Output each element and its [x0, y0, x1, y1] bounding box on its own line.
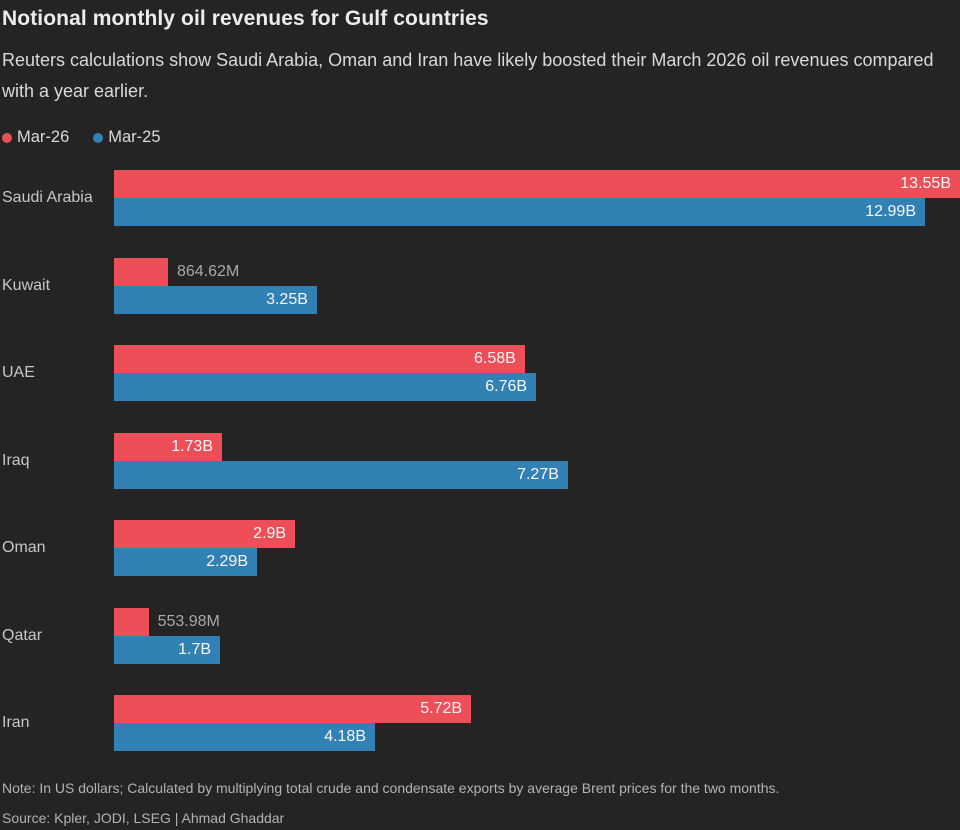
bar-row-mar-25-iraq: 7.27B: [114, 460, 960, 489]
bar-row-mar-25-oman: 2.29B: [114, 548, 960, 576]
value-label-mar-26-iraq: 1.73B: [171, 437, 213, 455]
bar-mar-26-iran: 5.72B: [114, 695, 472, 723]
bar-mar-26-iraq: 1.73B: [114, 432, 222, 461]
value-label-mar-26-iran: 5.72B: [420, 700, 463, 717]
value-label-mar-26-kuwait: 864.62M: [177, 262, 240, 280]
bar-group-qatar: Qatar 553.98M 1.7B: [0, 607, 960, 664]
value-label-mar-26-qatar: 553.98M: [157, 612, 220, 630]
category-label-qatar: Qatar: [2, 626, 43, 644]
chart-source: Source: Kpler, JODI, LSEG | Ahmad Ghadda…: [2, 810, 285, 826]
legend-dot-mar-25: [93, 132, 104, 143]
bar-mar-25-uae: 6.76B: [114, 373, 537, 401]
bar-row-mar-26-oman: 2.9B: [114, 520, 960, 548]
bar-mar-26-oman: 2.9B: [114, 520, 296, 548]
value-label-mar-25-oman: 2.29B: [206, 553, 248, 570]
bar-mar-26-qatar: [114, 607, 149, 636]
bar-group-saudi-arabia: Saudi Arabia 13.55B 12.99B: [0, 170, 960, 226]
chart-note: Note: In US dollars; Calculated by multi…: [2, 780, 780, 796]
legend-label-mar-26: Mar-26: [17, 128, 70, 146]
bar-row-mar-26-kuwait: 864.62M: [114, 257, 960, 286]
bar-group-iran: Iran 5.72B 4.18B: [0, 695, 960, 751]
category-label-iran: Iran: [2, 714, 30, 731]
bar-row-mar-25-uae: 6.76B: [114, 373, 960, 401]
bar-mar-25-iraq: 7.27B: [114, 460, 568, 489]
bar-mar-25-qatar: 1.7B: [114, 635, 221, 664]
value-label-mar-26-uae: 6.58B: [473, 350, 516, 367]
bar-mar-25-iran: 4.18B: [114, 723, 375, 751]
bar-mar-25-kuwait: 3.25B: [114, 285, 317, 314]
legend-dot-mar-26: [2, 132, 12, 143]
legend-item-mar-26: Mar-26: [2, 128, 69, 147]
value-label-mar-25-uae: 6.76B: [485, 378, 528, 395]
bar-mar-26-kuwait: [114, 257, 168, 286]
bar-chart: Saudi Arabia 13.55B 12.99B Kuwait 864.62M 3.2…: [0, 170, 960, 752]
value-label-mar-25-kuwait: 3.25B: [266, 290, 308, 308]
category-label-uae: UAE: [2, 364, 35, 381]
bar-mar-26-uae: 6.58B: [114, 345, 525, 373]
chart-legend: Mar-26 Mar-25: [2, 128, 161, 147]
page-title: Notional monthly oil revenues for Gulf c…: [2, 7, 489, 30]
bar-row-mar-25-saudi-arabia: 12.99B: [114, 198, 960, 226]
bar-row-mar-26-iran: 5.72B: [114, 695, 960, 723]
category-label-kuwait: Kuwait: [2, 276, 51, 294]
value-label-mar-25-iraq: 7.27B: [517, 465, 559, 483]
bar-mar-25-oman: 2.29B: [114, 548, 257, 576]
bar-mar-25-saudi-arabia: 12.99B: [114, 198, 925, 226]
bar-row-mar-25-qatar: 1.7B: [114, 635, 960, 664]
bar-group-kuwait: Kuwait 864.62M 3.25B: [0, 257, 960, 314]
category-label-saudi-arabia: Saudi Arabia: [2, 189, 93, 206]
bar-row-mar-26-uae: 6.58B: [114, 345, 960, 373]
category-label-iraq: Iraq: [2, 451, 30, 469]
bar-row-mar-26-iraq: 1.73B: [114, 432, 960, 461]
legend-label-mar-25: Mar-25: [108, 128, 161, 146]
chart-subtitle: Reuters calculations show Saudi Arabia, …: [2, 50, 934, 101]
category-label-oman: Oman: [2, 539, 46, 556]
bar-row-mar-26-qatar: 553.98M: [114, 607, 960, 636]
bar-row-mar-25-iran: 4.18B: [114, 723, 960, 751]
value-label-mar-26-oman: 2.9B: [253, 525, 287, 542]
legend-item-mar-25: Mar-25: [93, 128, 161, 147]
bar-mar-26-saudi-arabia: 13.55B: [114, 170, 960, 198]
bar-group-uae: UAE 6.58B 6.76B: [0, 345, 960, 401]
value-label-mar-25-saudi-arabia: 12.99B: [865, 203, 916, 220]
bar-row-mar-26-saudi-arabia: 13.55B: [114, 170, 960, 198]
value-label-mar-26-saudi-arabia: 13.55B: [900, 175, 951, 192]
value-label-mar-25-iran: 4.18B: [324, 728, 366, 745]
bar-group-iraq: Iraq 1.73B 7.27B: [0, 432, 960, 489]
bar-group-oman: Oman 2.9B 2.29B: [0, 520, 960, 576]
value-label-mar-25-qatar: 1.7B: [178, 640, 212, 658]
bar-row-mar-25-kuwait: 3.25B: [114, 285, 960, 314]
